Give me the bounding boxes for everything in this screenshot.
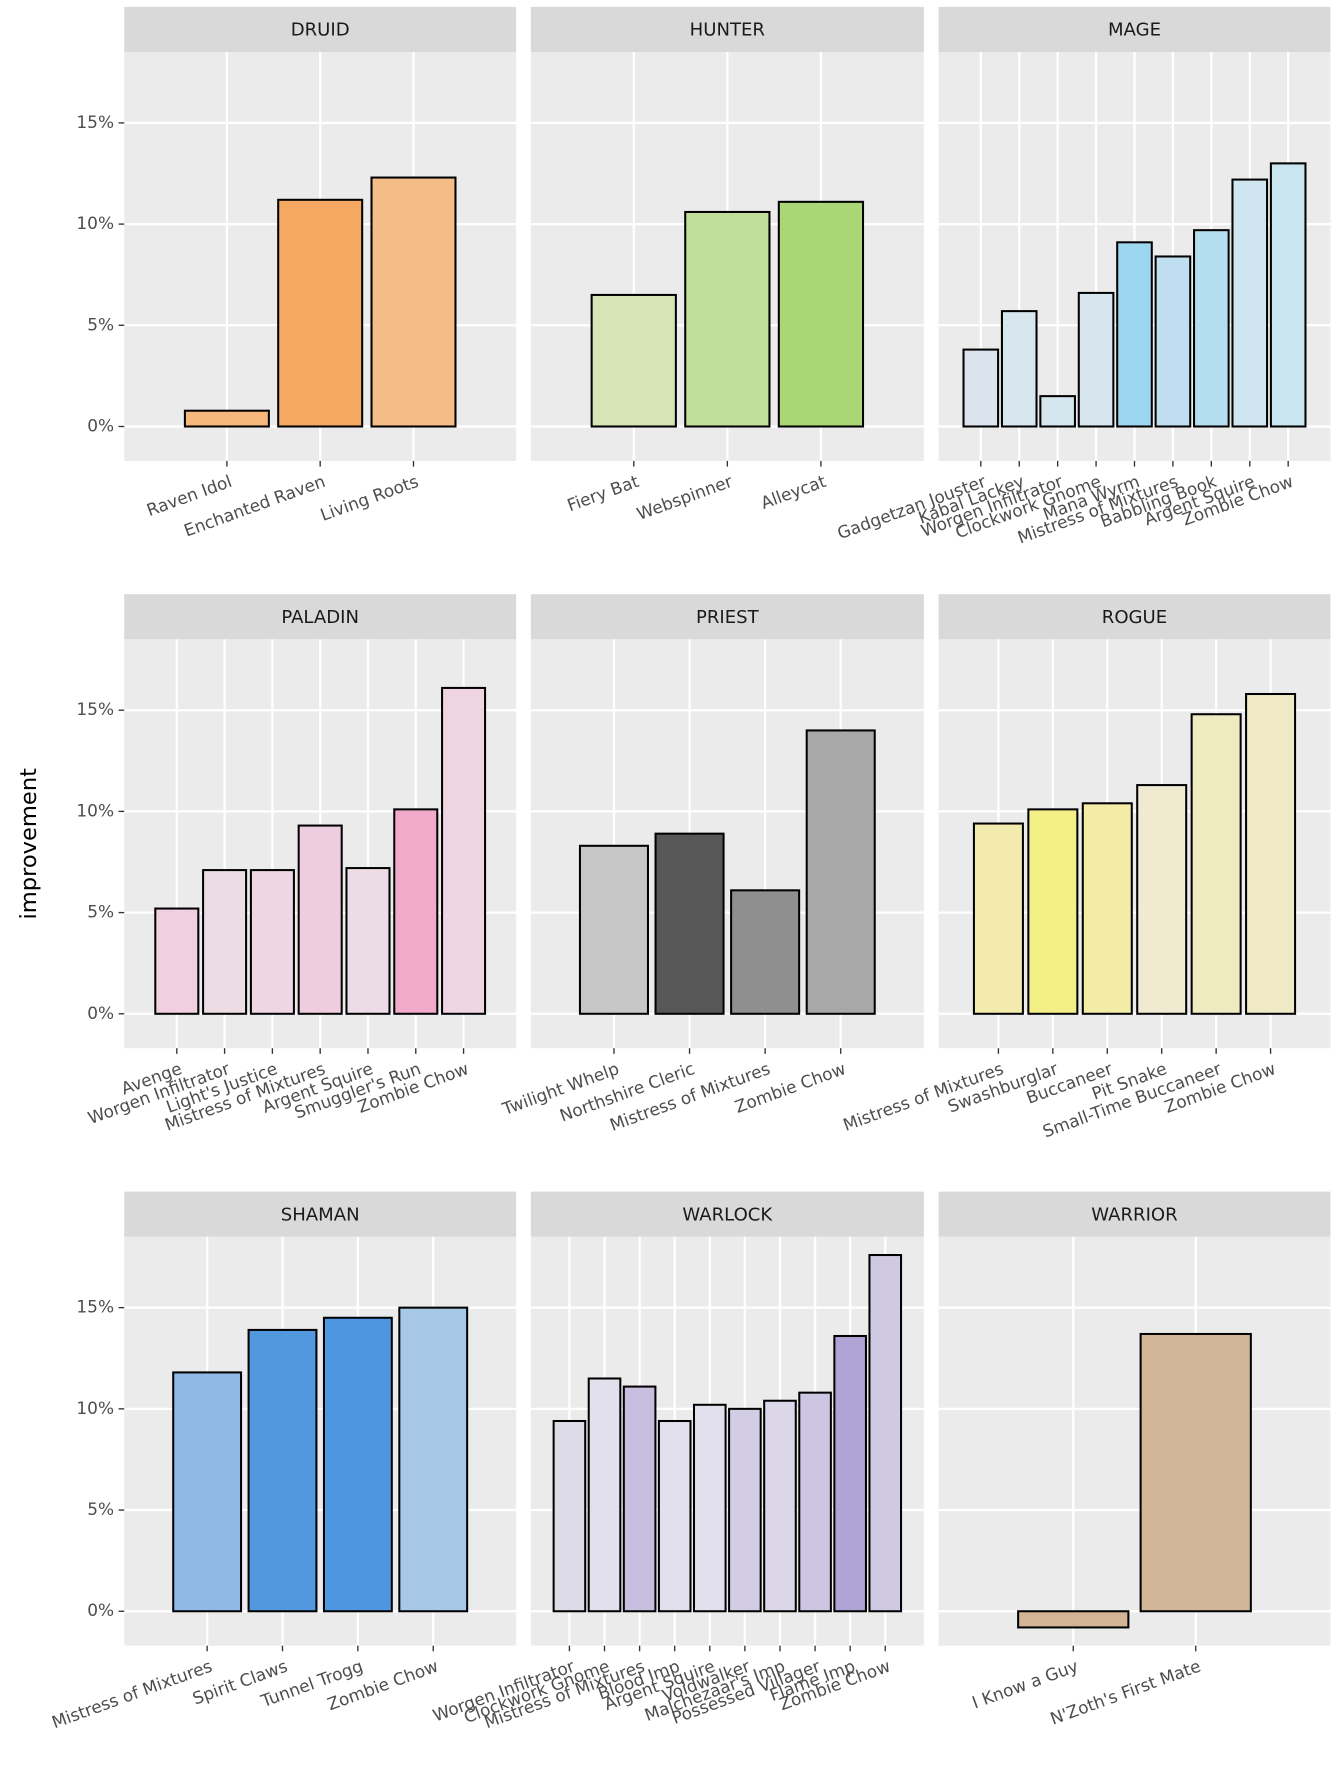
strip [938, 1191, 1331, 1237]
bar [1039, 395, 1076, 428]
panel [938, 1236, 1331, 1646]
facet-title: PALADIN [281, 607, 359, 628]
bar [249, 869, 295, 1015]
x-tick-label: Webspinner [634, 471, 735, 524]
bar [552, 1419, 587, 1613]
bar [728, 1407, 762, 1613]
y-tick-label: 0% [87, 1600, 114, 1620]
bar [370, 176, 457, 428]
bar [1193, 229, 1230, 428]
bar [777, 200, 865, 428]
x-tick-label: Living Roots [318, 471, 422, 525]
strip [530, 6, 924, 53]
y-tick-label: 0% [87, 1003, 114, 1023]
bar [345, 867, 391, 1015]
y-tick-label: 10% [76, 1398, 114, 1418]
bar [297, 824, 343, 1015]
facet-title: DRUID [291, 20, 350, 41]
y-tick-label: 5% [87, 902, 114, 922]
bar [805, 729, 876, 1015]
y-tick-label: 15% [76, 1297, 114, 1317]
bar [398, 1306, 469, 1613]
facet-title: HUNTER [690, 20, 766, 41]
bar [1081, 802, 1133, 1015]
bar [1000, 310, 1038, 428]
bar [172, 1371, 243, 1613]
bar [202, 869, 248, 1015]
bar [684, 210, 771, 428]
y-tick-label: 15% [76, 112, 114, 132]
strip [530, 594, 924, 640]
y-tick-label: 15% [76, 699, 114, 719]
strip [124, 594, 517, 640]
facet-title: MAGE [1108, 20, 1161, 41]
y-tick-label: 5% [87, 1499, 114, 1519]
strip [124, 1191, 517, 1237]
bar [692, 1403, 727, 1613]
strip [938, 6, 1331, 53]
bar [1139, 1332, 1252, 1613]
bar [1116, 241, 1153, 428]
bar [1136, 784, 1188, 1015]
bar [962, 348, 1000, 428]
facet-title: WARLOCK [682, 1204, 773, 1225]
bar [1269, 162, 1307, 428]
bar [622, 1385, 657, 1613]
bar [1190, 713, 1242, 1015]
bar [322, 1316, 393, 1613]
y-tick-label: 10% [76, 800, 114, 820]
facet-title: PRIEST [696, 607, 760, 628]
bar [441, 686, 487, 1015]
x-tick-label: Fiery Bat [564, 471, 641, 515]
bar [1245, 692, 1297, 1015]
bar [833, 1334, 867, 1613]
bar [1077, 291, 1115, 428]
bar [1231, 178, 1269, 428]
strip [124, 6, 517, 53]
bar [1154, 255, 1192, 428]
facet-title: WARRIOR [1091, 1204, 1178, 1225]
y-axis-title: improvement [16, 768, 42, 920]
bar [277, 198, 364, 428]
bar [868, 1254, 903, 1613]
bar [587, 1377, 622, 1613]
bar [657, 1419, 692, 1613]
y-tick-label: 0% [87, 415, 114, 435]
facet-title: ROGUE [1102, 607, 1167, 628]
bar [393, 808, 439, 1015]
bar [654, 832, 725, 1015]
bar [183, 409, 270, 428]
y-tick-label: 5% [87, 314, 114, 334]
bar [578, 844, 649, 1015]
strip [938, 594, 1331, 640]
bar [972, 822, 1024, 1015]
bar [590, 293, 677, 428]
bar [1017, 1610, 1130, 1629]
x-tick-label: Mistress of Mixtures [49, 1656, 215, 1733]
bar [798, 1391, 832, 1613]
bar [730, 889, 801, 1015]
bar [763, 1399, 797, 1613]
bar [1027, 808, 1079, 1015]
bar [247, 1328, 318, 1613]
bar [154, 907, 200, 1015]
facet-title: SHAMAN [281, 1204, 360, 1225]
y-tick-label: 10% [76, 213, 114, 233]
strip [530, 1191, 924, 1237]
x-tick-label: Alleycat [758, 471, 829, 513]
